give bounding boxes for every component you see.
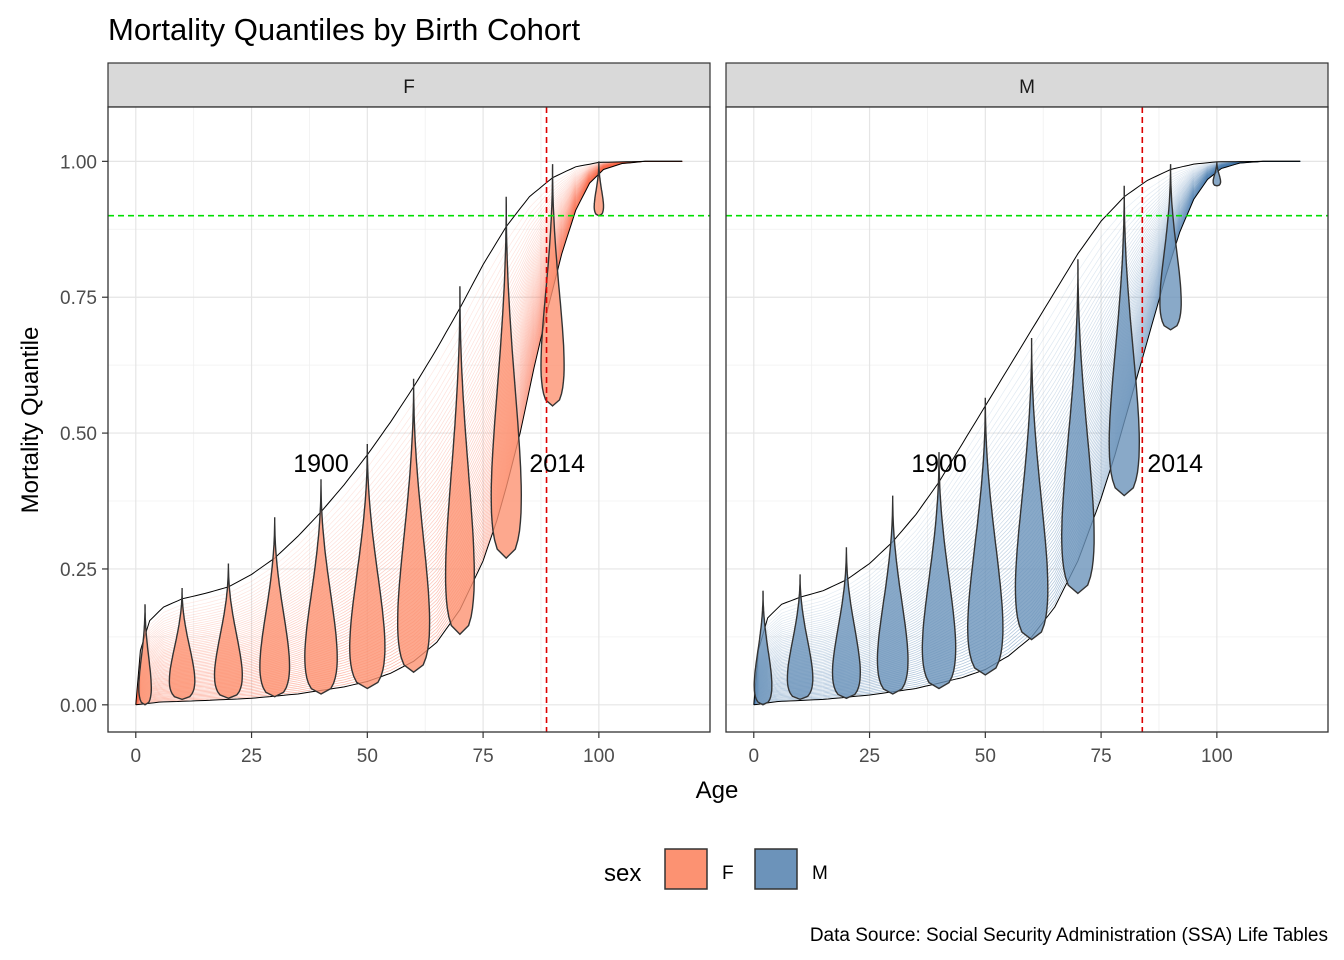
y-tick-label: 1.00 <box>60 152 97 173</box>
legend-key-f <box>664 848 708 890</box>
violin-age-20 <box>213 563 244 700</box>
x-tick-label: 75 <box>473 746 494 767</box>
x-tick-label: 25 <box>241 746 262 767</box>
cohort-label-2014: 2014 <box>529 450 585 478</box>
legend-label-f: F <box>722 863 734 884</box>
violin-age-60 <box>1014 338 1049 641</box>
panel-m: M 1900 2014 0 25 50 75 100 <box>725 62 1329 767</box>
violin-age-90 <box>540 164 565 407</box>
violin-age-80 <box>490 196 523 560</box>
violin-age-100 <box>1212 161 1222 187</box>
x-tick-label: 0 <box>748 746 759 767</box>
x-tick-label: 100 <box>583 746 615 767</box>
violin-age-2 <box>138 604 152 706</box>
chart-title: Mortality Quantiles by Birth Cohort <box>108 12 580 47</box>
violin-age-70 <box>1060 259 1095 595</box>
panel-border-m <box>725 106 1329 733</box>
strip-f <box>107 62 711 108</box>
violin-age-10 <box>168 588 196 701</box>
x-tick-label: 75 <box>1091 746 1112 767</box>
strip-label-m: M <box>1019 77 1035 98</box>
panel-f: F 1900 2014 0 25 50 75 100 0.00 0.25 0.50 0.75 1.00 <box>60 62 711 767</box>
x-tick-label: 100 <box>1201 746 1233 767</box>
violin-age-100 <box>593 161 605 217</box>
y-tick-label: 0.75 <box>60 288 97 309</box>
y-tick-label: 0.50 <box>60 424 97 445</box>
violin-age-10 <box>786 574 814 701</box>
violin-age-50 <box>966 397 1004 676</box>
cohort-label-1900: 1900 <box>293 450 349 478</box>
violin-age-40 <box>304 479 338 695</box>
violin-age-50 <box>348 444 386 690</box>
violins-m <box>753 161 1222 706</box>
x-tick-label: 25 <box>859 746 880 767</box>
cohort-label-2014: 2014 <box>1147 450 1203 478</box>
legend-title: sex <box>604 860 641 887</box>
violin-age-80 <box>1108 185 1141 497</box>
cohort-label-1900: 1900 <box>911 450 967 478</box>
x-tick-label: 0 <box>130 746 141 767</box>
y-axis-title: Mortality Quantile <box>17 327 44 514</box>
violin-age-40 <box>921 452 957 690</box>
caption: Data Source: Social Security Administrat… <box>810 925 1328 946</box>
violin-age-2 <box>753 590 773 706</box>
legend-label-m: M <box>812 863 828 884</box>
x-tick-label: 50 <box>975 746 996 767</box>
plot-bg-m <box>726 107 1328 732</box>
violins-f <box>138 161 605 706</box>
panel-border-f <box>107 106 711 733</box>
violin-age-60 <box>397 378 431 674</box>
strip-m <box>725 62 1329 108</box>
x-tick-label: 50 <box>357 746 378 767</box>
legend: sex F M <box>604 848 828 890</box>
strip-label-f: F <box>403 77 415 98</box>
y-tick-label: 0.25 <box>60 560 97 581</box>
violin-age-30 <box>259 517 291 698</box>
x-axis-title: Age <box>696 777 739 804</box>
violin-age-30 <box>876 495 909 695</box>
violin-age-90 <box>1159 164 1182 331</box>
legend-key-m <box>754 848 798 890</box>
violin-age-70 <box>444 286 476 636</box>
y-tick-label: 0.00 <box>60 696 97 717</box>
violin-age-20 <box>831 547 862 700</box>
